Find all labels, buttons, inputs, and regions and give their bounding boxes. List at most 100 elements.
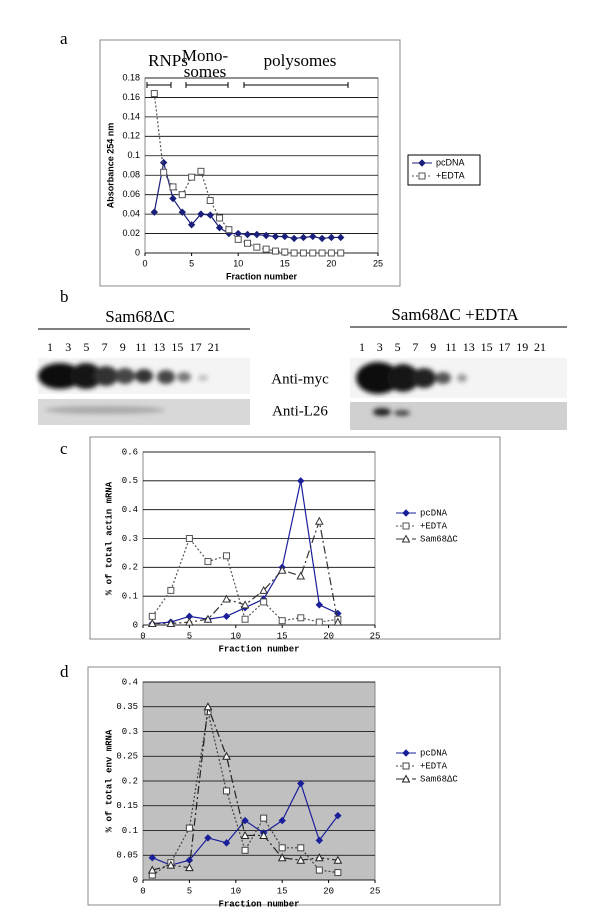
y-tick-label: 0.6 — [122, 447, 138, 457]
marker — [188, 173, 196, 181]
lane-number: 7 — [412, 340, 418, 354]
y-axis-label: % of total actin mRNA — [104, 481, 114, 595]
legend-label: pcDNA — [420, 748, 448, 758]
band — [45, 406, 165, 414]
bracket — [243, 82, 349, 88]
marker — [240, 600, 250, 609]
marker — [241, 615, 249, 623]
band — [412, 368, 436, 388]
marker — [169, 194, 177, 203]
antibody-label: Anti-L26 — [272, 403, 328, 419]
x-axis-label: Fraction number — [218, 644, 299, 654]
marker — [309, 232, 317, 241]
lane-number: 7 — [102, 340, 108, 354]
marker — [260, 814, 268, 822]
marker — [222, 612, 231, 621]
lane-number: 1 — [359, 340, 365, 354]
bracket — [185, 82, 229, 88]
legend-label: Sam68ΔC — [420, 534, 458, 544]
marker — [271, 247, 279, 255]
marker — [299, 233, 308, 242]
y-tick-label: 0.18 — [122, 72, 140, 82]
marker — [309, 249, 317, 257]
marker — [197, 167, 205, 175]
marker — [278, 617, 286, 625]
marker — [240, 830, 250, 839]
legend-label: Sam68ΔC — [420, 774, 458, 784]
marker — [278, 844, 286, 852]
y-tick-label: 0.12 — [122, 131, 140, 141]
band — [356, 362, 400, 394]
marker — [334, 869, 342, 877]
legend-label: pcDNA — [436, 157, 465, 167]
x-tick-label: 0 — [142, 258, 147, 268]
legend-marker — [402, 749, 410, 757]
marker — [203, 702, 213, 711]
series-line — [151, 711, 338, 876]
y-tick-label: 0.06 — [122, 189, 140, 199]
marker — [150, 208, 159, 216]
chart-frame — [89, 436, 501, 640]
marker — [147, 619, 157, 628]
marker — [334, 811, 342, 820]
y-tick-label: 0.02 — [122, 228, 140, 238]
x-tick-label: 20 — [326, 258, 336, 268]
marker — [277, 565, 287, 574]
x-tick-label: 0 — [140, 886, 145, 896]
legend-marker — [418, 159, 426, 167]
y-tick-label: 0.3 — [122, 727, 138, 737]
marker — [259, 585, 268, 594]
marker — [166, 619, 176, 628]
legend-label: +EDTA — [436, 170, 465, 180]
marker — [253, 243, 261, 251]
band — [457, 374, 467, 382]
antibody-label: Anti-myc — [271, 371, 329, 387]
x-tick-label: 0 — [140, 631, 145, 641]
legend-marker — [402, 509, 410, 517]
marker — [222, 839, 231, 847]
marker — [278, 816, 286, 825]
panel-label: a — [60, 29, 68, 48]
legend-label: +EDTA — [420, 521, 448, 531]
marker — [327, 249, 335, 257]
lane-number: 13 — [463, 340, 475, 354]
x-tick-label: 25 — [373, 258, 383, 268]
marker — [259, 830, 268, 839]
marker — [241, 816, 249, 825]
marker — [315, 866, 323, 874]
y-tick-label: 0.5 — [122, 476, 138, 486]
y-tick-label: 0 — [133, 620, 138, 630]
annotation: RNPs — [148, 51, 188, 70]
y-tick-label: 0.14 — [122, 111, 140, 121]
legend-marker — [401, 774, 411, 783]
x-tick-label: 10 — [230, 886, 241, 896]
legend-label: +EDTA — [420, 761, 448, 771]
marker — [150, 90, 158, 98]
x-tick-label: 10 — [230, 631, 241, 641]
marker — [185, 535, 193, 542]
marker — [223, 552, 231, 560]
band — [394, 410, 410, 416]
marker — [215, 224, 224, 232]
band — [373, 408, 391, 416]
marker — [299, 249, 307, 257]
marker — [297, 614, 305, 622]
lane-number: 17 — [190, 340, 202, 354]
y-tick-label: 0 — [133, 875, 138, 885]
marker — [167, 586, 175, 594]
blot-title: Sam68ΔC — [105, 307, 175, 326]
lane-number: 11 — [445, 340, 457, 354]
x-tick-label: 20 — [323, 886, 334, 896]
band — [157, 370, 175, 384]
marker — [216, 214, 224, 222]
marker — [315, 836, 324, 845]
marker — [260, 598, 268, 606]
x-tick-label: 10 — [233, 258, 243, 268]
y-tick-label: 0.1 — [122, 826, 138, 836]
y-axis-label: % of total env mRNA — [104, 729, 114, 832]
panel-label: c — [60, 439, 68, 458]
lane-number: 3 — [377, 340, 383, 354]
marker — [204, 834, 212, 842]
marker — [159, 158, 168, 167]
marker — [148, 612, 156, 620]
